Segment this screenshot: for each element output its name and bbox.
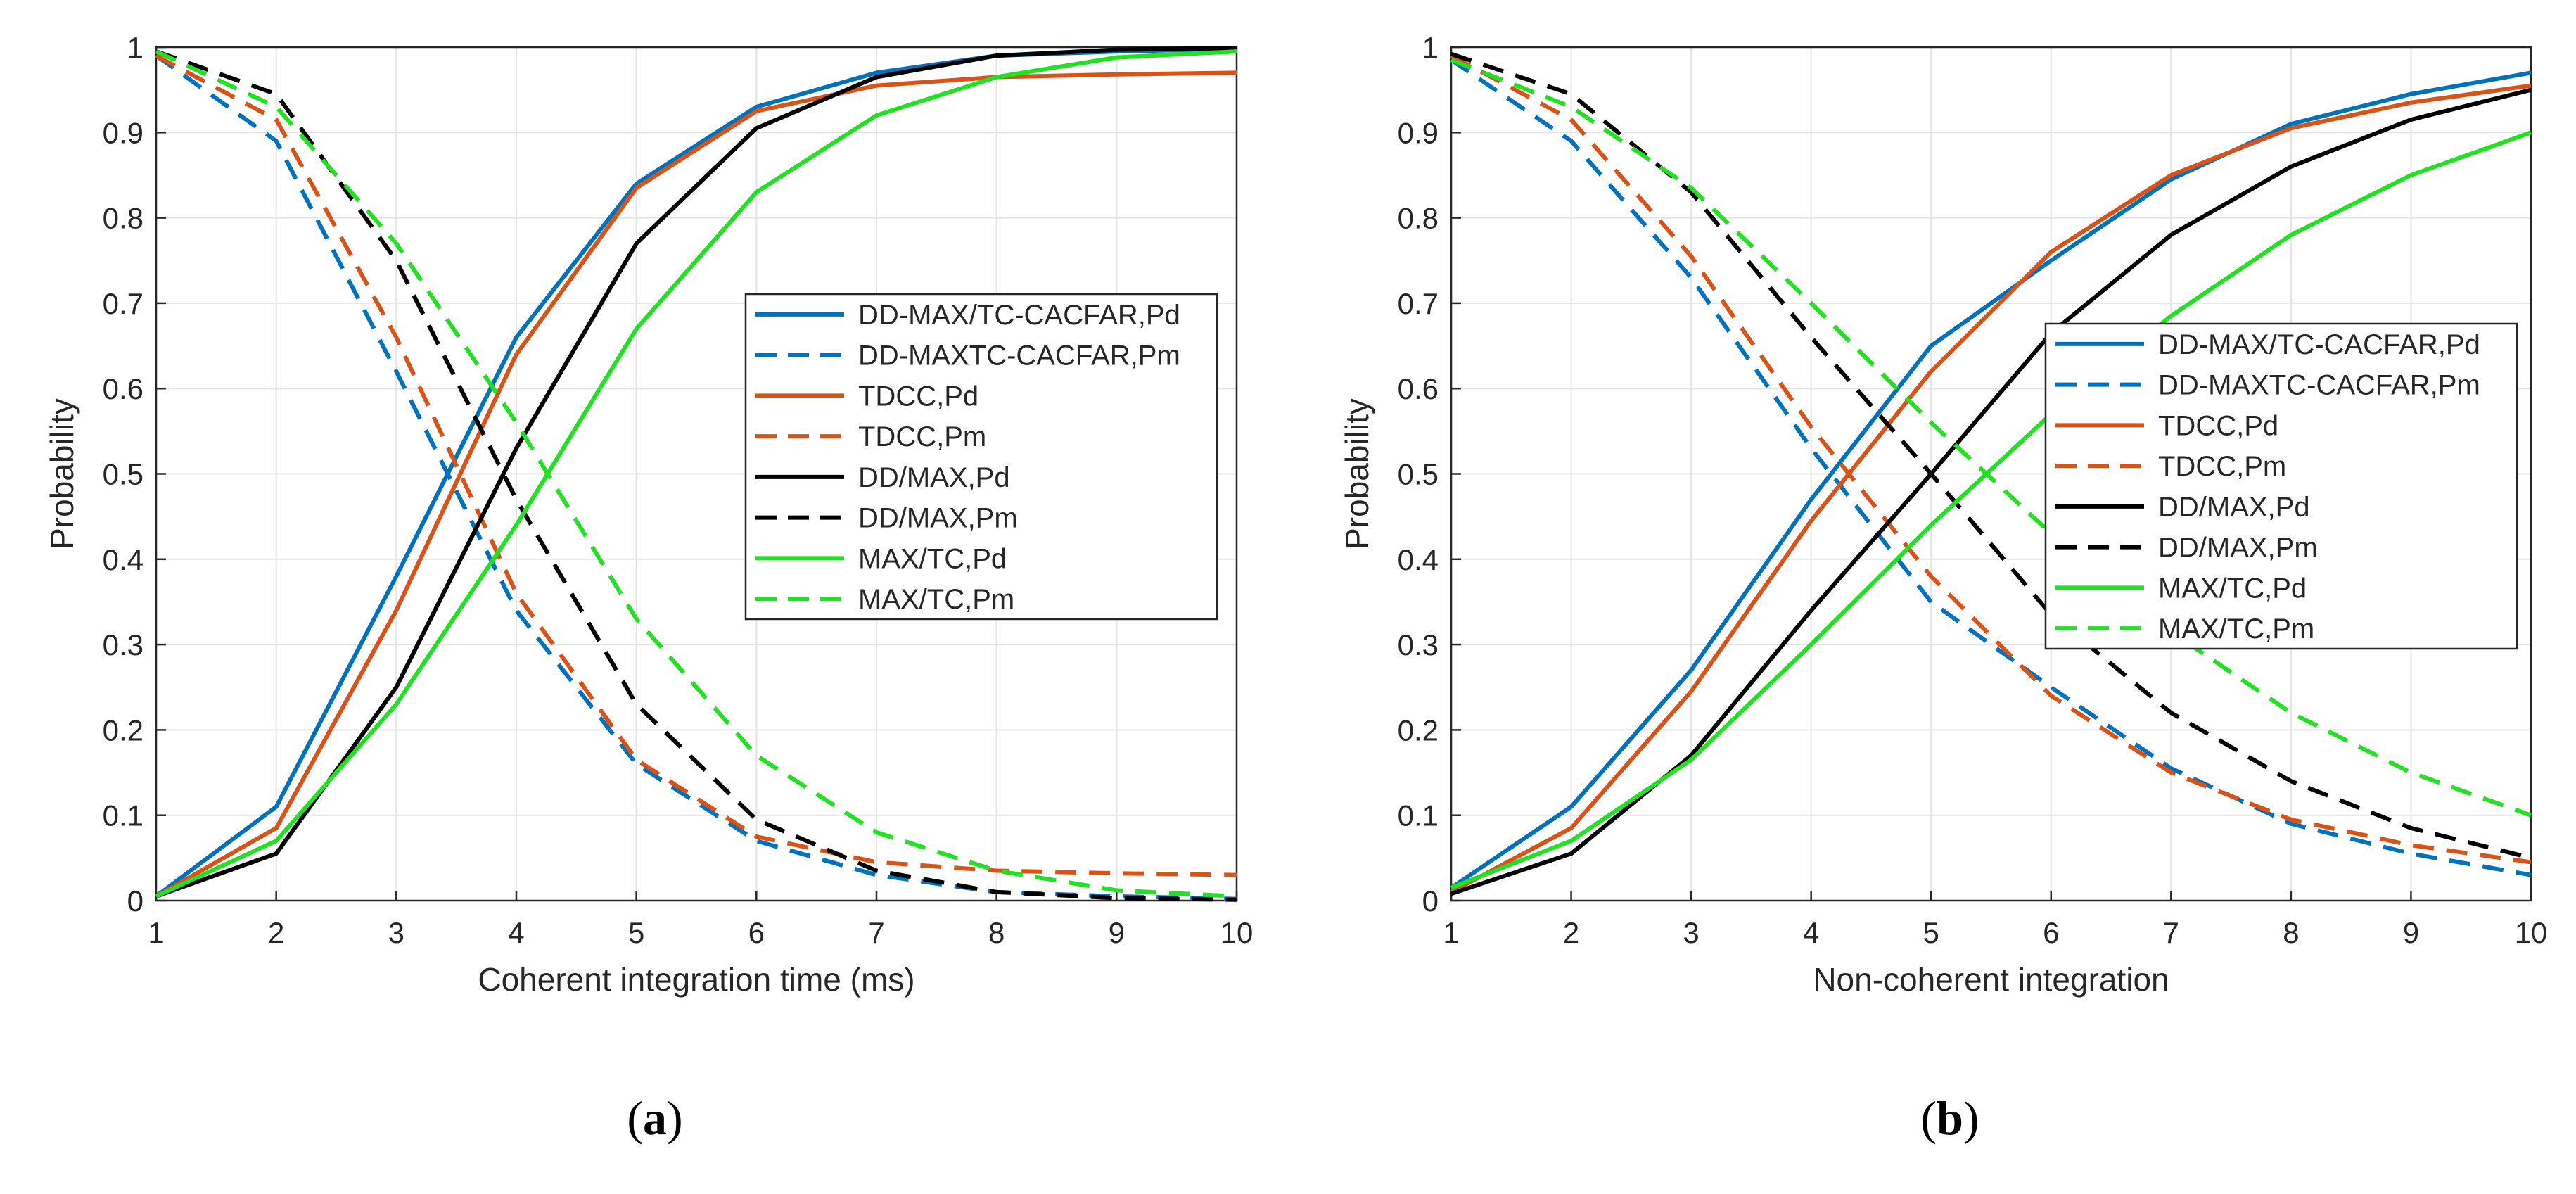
y-tick-label: 1 — [127, 31, 144, 64]
legend-entry: DD-MAX/TC-CACFAR,Pd — [2158, 329, 2480, 360]
x-tick-label: 10 — [2515, 916, 2548, 949]
y-tick-label: 0.9 — [1398, 116, 1439, 149]
x-tick-label: 8 — [2283, 916, 2299, 949]
y-tick-label: 0.4 — [1398, 543, 1439, 576]
y-tick-label: 0.7 — [103, 287, 144, 320]
x-tick-label: 9 — [1109, 916, 1125, 949]
x-tick-label: 7 — [2163, 916, 2179, 949]
legend-entry: DD-MAXTC-CACFAR,Pm — [2158, 370, 2480, 401]
x-tick-label: 10 — [1220, 916, 1254, 949]
caption-letter: b — [1937, 1091, 1963, 1145]
y-tick-label: 0.3 — [103, 628, 144, 661]
x-tick-label: 9 — [2403, 916, 2419, 949]
caption-close: ) — [667, 1091, 683, 1145]
legend-entry: DD-MAXTC-CACFAR,Pm — [858, 341, 1180, 371]
x-tick-label: 1 — [1443, 916, 1459, 949]
series-line-max-tc-pd — [1450, 130, 2532, 890]
x-tick-label: 5 — [1923, 916, 1939, 949]
y-tick-label: 0.7 — [1398, 287, 1439, 320]
legend-entry: MAX/TC,Pm — [858, 584, 1014, 615]
series-line-dd-max-tc-cacfar-pd — [1450, 70, 2532, 890]
x-tick-label: 1 — [148, 916, 164, 949]
x-tick-label: 6 — [748, 916, 765, 949]
x-tick-label: 2 — [268, 916, 284, 949]
series-line-tdcc-pd — [155, 70, 1237, 898]
series-line-tdcc-pd — [1450, 83, 2532, 894]
legend-entry: DD/MAX,Pm — [2158, 533, 2318, 564]
legend-entry: DD/MAX,Pm — [858, 503, 1018, 534]
y-tick-label: 0.8 — [103, 202, 144, 235]
legend-box — [2044, 322, 2518, 650]
y-tick-label: 0.5 — [103, 458, 144, 491]
chart-b: 1 2 3 4 5 6 7 8 9 10 0 0.1 0.2 0.3 0.4 0.5 0.6 0.7 0.8 0.9 1… — [1339, 31, 2547, 1145]
y-tick-label: 0.3 — [1398, 628, 1439, 661]
panel-caption: (a) — [627, 1091, 682, 1145]
series-line-max-tc-pm — [155, 49, 1237, 898]
x-tick-label: 6 — [2043, 916, 2059, 949]
x-tick-label: 4 — [508, 916, 524, 949]
series-line-max-tc-pm — [1450, 58, 2532, 818]
series-line-tdcc-pm — [1450, 53, 2532, 865]
legend-entry: TDCC,Pd — [2158, 410, 2278, 441]
x-tick-label: 7 — [868, 916, 884, 949]
x-axis-label: Coherent integration time (ms) — [478, 961, 914, 998]
series-line-tdcc-pm — [155, 53, 1237, 877]
y-tick-label: 0.9 — [103, 116, 144, 149]
y-tick-label: 0.4 — [103, 543, 144, 576]
y-tick-label: 0.1 — [103, 799, 144, 832]
y-axis-label: Probability — [1339, 398, 1375, 550]
x-tick-label: 2 — [1563, 916, 1579, 949]
y-tick-label: 0 — [127, 884, 144, 917]
y-tick-label: 1 — [1422, 31, 1439, 64]
series-line-dd-maxtc-cacfar-pm — [1450, 58, 2532, 877]
legend: DD-MAX/TC-CACFAR,Pd DD-MAXTC-CACFAR,Pm TDC… — [744, 293, 1218, 621]
legend-box — [744, 293, 1218, 621]
legend-entry: TDCC,Pm — [858, 421, 986, 452]
legend-entry: DD-MAX/TC-CACFAR,Pd — [858, 300, 1180, 331]
chart-a: 1 2 3 4 5 6 7 8 9 10 0 0.1 0.2 0.3 0.4 0.5 0.6 0.7 0.8 0.9 1… — [44, 31, 1253, 1145]
x-tick-label: 3 — [388, 916, 404, 949]
x-axis-label: Non-coherent integration — [1813, 961, 2169, 998]
y-tick-label: 0.1 — [1398, 799, 1439, 832]
caption-letter: a — [643, 1091, 667, 1145]
caption-open: ( — [1920, 1091, 1937, 1145]
y-tick-label: 0.8 — [1398, 202, 1439, 235]
x-tick-label: 8 — [988, 916, 1005, 949]
legend: DD-MAX/TC-CACFAR,Pd DD-MAXTC-CACFAR,Pm TDC… — [2044, 322, 2518, 650]
y-tick-label: 0.6 — [103, 372, 144, 405]
caption-open: ( — [627, 1091, 643, 1145]
legend-entry: MAX/TC,Pd — [2158, 573, 2307, 604]
y-tick-label: 0 — [1422, 884, 1439, 917]
legend-entry: DD/MAX,Pd — [2158, 492, 2310, 523]
x-tick-label: 5 — [628, 916, 644, 949]
series-line-dd-max-pm — [155, 49, 1237, 902]
y-tick-label: 0.5 — [1398, 458, 1439, 491]
x-tick-label: 4 — [1803, 916, 1819, 949]
legend-entry: TDCC,Pm — [2158, 451, 2286, 482]
series-line-dd-max-pm — [1450, 51, 2532, 860]
caption-close: ) — [1963, 1091, 1979, 1145]
y-axis-label: Probability — [44, 398, 80, 550]
legend-entry: TDCC,Pd — [858, 381, 978, 412]
series-line-max-tc-pd — [155, 49, 1237, 898]
y-tick-label: 0.6 — [1398, 372, 1439, 405]
legend-entry: DD/MAX,Pd — [858, 462, 1010, 493]
y-tick-label: 0.2 — [103, 713, 144, 747]
legend-entry: MAX/TC,Pm — [2158, 614, 2314, 644]
y-tick-label: 0.2 — [1398, 713, 1439, 747]
series-line-dd-maxtc-cacfar-pm — [155, 53, 1237, 901]
series-line-dd-max-pd — [1450, 87, 2532, 896]
panel-caption: (b) — [1920, 1091, 1979, 1145]
legend-entry: MAX/TC,Pd — [858, 543, 1007, 574]
x-tick-label: 3 — [1683, 916, 1699, 949]
